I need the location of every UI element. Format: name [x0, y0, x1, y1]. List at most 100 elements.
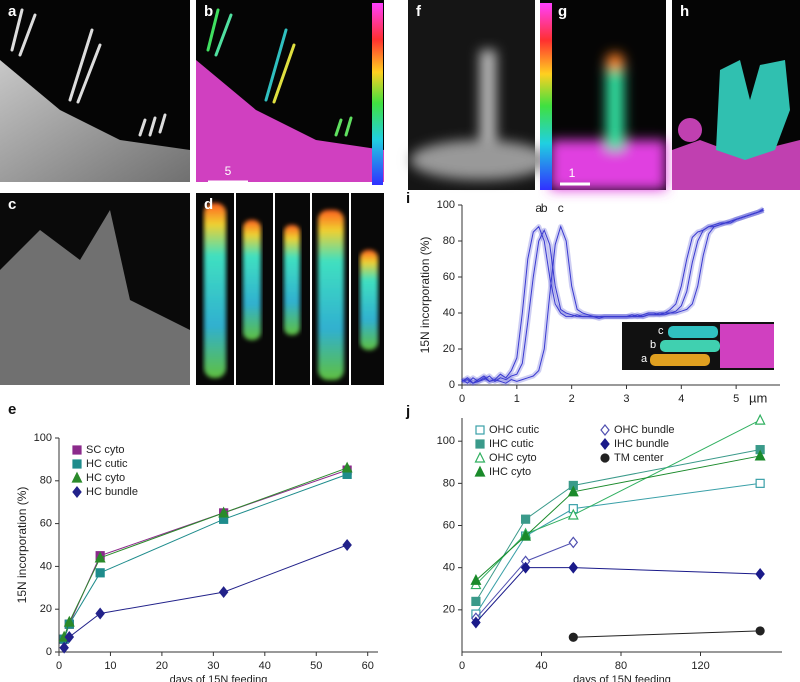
y-tick-label: 40: [443, 562, 455, 574]
y-tick-label: 60: [443, 271, 455, 283]
x-tick-label: 60: [362, 660, 374, 672]
panel-d-image: [196, 193, 384, 385]
marker: [72, 486, 82, 498]
panel-label: c: [8, 196, 16, 213]
inset: c b a: [622, 322, 774, 377]
y-tick-label: 40: [443, 307, 455, 319]
panel-label: d: [204, 196, 213, 213]
y-axis-label: 15N incorporation (%): [15, 487, 29, 604]
y-tick-label: 60: [443, 519, 455, 531]
panel-label: e: [8, 401, 16, 418]
y-tick-label: 80: [40, 475, 52, 487]
marker: [520, 529, 532, 541]
colorbar: [540, 3, 552, 190]
marker: [218, 586, 229, 599]
x-tick-label: 20: [156, 660, 168, 672]
tissue: [0, 60, 190, 182]
marker: [474, 465, 486, 477]
series-line: [475, 419, 761, 585]
y-axis-label: 15N incorporation (%): [418, 237, 432, 354]
x-tick-label: 5: [733, 393, 739, 405]
marker: [95, 568, 105, 578]
panel-label: h: [680, 3, 689, 20]
panel-label: j: [405, 403, 410, 420]
legend-label: SC cyto: [86, 444, 125, 456]
series-line: [573, 630, 761, 638]
x-tick-label: 0: [459, 660, 465, 672]
x-tick-label: 2: [569, 393, 575, 405]
series-line: [461, 209, 764, 384]
marker: [520, 561, 531, 574]
series-line: [475, 567, 761, 623]
x-tick-label: 30: [207, 660, 219, 672]
legend-label: HC cyto: [86, 472, 125, 484]
marker: [218, 506, 230, 518]
y-tick-label: 20: [443, 343, 455, 355]
marker: [95, 607, 105, 620]
legend-label: OHC bundle: [614, 424, 675, 436]
x-tick-label: 0: [56, 660, 62, 672]
panel-label: a: [8, 3, 17, 20]
y-tick-label: 0: [449, 379, 455, 391]
marker: [342, 539, 352, 551]
x-tick-label: 0: [459, 393, 465, 405]
scale-bar-label: 5: [225, 164, 232, 178]
marker: [600, 438, 610, 450]
y-tick-label: 100: [437, 435, 455, 447]
x-tick-label: 80: [615, 660, 627, 672]
marker: [63, 615, 75, 627]
x-tick-label: 40: [535, 660, 547, 672]
legend-label: TM center: [614, 452, 664, 464]
marker: [567, 485, 579, 497]
legend-label: IHC cyto: [489, 466, 531, 478]
marker: [755, 626, 765, 636]
series-line: [475, 482, 761, 615]
x-tick-label: 10: [104, 660, 116, 672]
stereocilia: [10, 8, 167, 137]
x-axis-label: days of 15N feeding: [573, 674, 671, 682]
tissue: [0, 210, 190, 385]
y-tick-label: 100: [437, 199, 455, 211]
marker: [475, 439, 485, 449]
blur-shape: [410, 50, 550, 180]
legend-label: OHC cyto: [489, 452, 537, 464]
marker: [470, 573, 482, 585]
panel-label: b: [204, 3, 213, 20]
marker: [568, 561, 579, 574]
y-tick-label: 60: [40, 518, 52, 530]
series-line: [63, 544, 348, 648]
inset-label: b: [650, 339, 656, 351]
panel-label: f: [416, 3, 422, 20]
marker: [341, 461, 353, 473]
series-label: b: [541, 201, 548, 215]
marker: [567, 508, 579, 520]
legend-label: HC bundle: [86, 486, 138, 498]
legend-label: IHC bundle: [614, 438, 669, 450]
legend-label: OHC cutic: [489, 424, 540, 436]
y-tick-label: 20: [40, 603, 52, 615]
marker: [72, 445, 82, 455]
marker: [475, 425, 485, 435]
marker: [59, 641, 69, 654]
marker: [474, 451, 486, 463]
y-tick-label: 80: [443, 235, 455, 247]
marker: [600, 424, 610, 436]
marker: [72, 459, 82, 469]
marker: [568, 632, 578, 642]
x-tick-label: 3: [623, 393, 629, 405]
x-tick-label: 4: [678, 393, 684, 405]
marker: [471, 616, 481, 629]
marker: [471, 596, 481, 607]
marker: [755, 478, 765, 488]
colorbar: [372, 3, 383, 185]
x-axis-label: days of 15N feeding: [170, 674, 268, 682]
x-tick-label: 120: [691, 660, 709, 672]
image-panels: 5 1: [0, 0, 800, 385]
marker: [568, 536, 579, 549]
y-tick-label: 20: [443, 604, 455, 616]
legend-label: IHC cutic: [489, 438, 534, 450]
marker: [521, 514, 531, 524]
marker: [754, 413, 766, 425]
inset-label: c: [658, 325, 664, 337]
x-tick-label: 50: [310, 660, 322, 672]
